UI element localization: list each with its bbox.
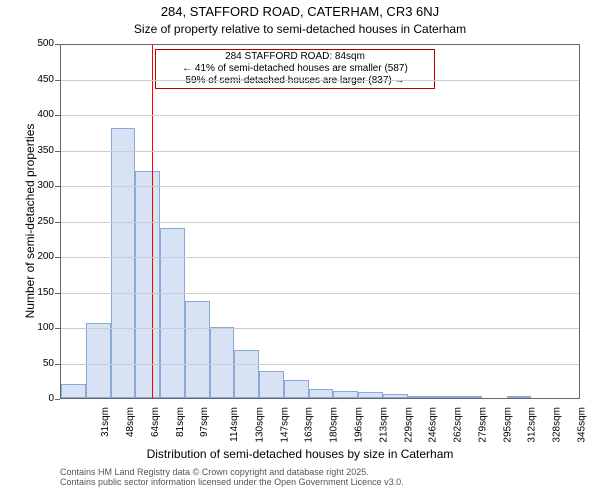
gridline bbox=[61, 186, 579, 187]
x-tick-label: 97sqm bbox=[199, 407, 210, 437]
gridline bbox=[61, 115, 579, 116]
x-tick-label: 345sqm bbox=[576, 407, 587, 443]
y-tick-mark bbox=[55, 257, 60, 258]
x-tick-label: 328sqm bbox=[552, 407, 563, 443]
chart-title-line2: Size of property relative to semi-detach… bbox=[0, 22, 600, 36]
histogram-bar bbox=[86, 323, 111, 398]
x-tick-label: 64sqm bbox=[150, 407, 161, 437]
y-tick-label: 200 bbox=[24, 251, 54, 262]
y-tick-mark bbox=[55, 44, 60, 45]
y-tick-label: 0 bbox=[24, 393, 54, 404]
gridline bbox=[61, 222, 579, 223]
histogram-bar bbox=[309, 389, 334, 398]
annotation-line: ← 41% of semi-detached houses are smalle… bbox=[159, 63, 432, 75]
x-tick-label: 312sqm bbox=[527, 407, 538, 443]
x-tick-label: 31sqm bbox=[100, 407, 111, 437]
chart-title-line1: 284, STAFFORD ROAD, CATERHAM, CR3 6NJ bbox=[0, 4, 600, 19]
x-tick-label: 279sqm bbox=[477, 407, 488, 443]
y-tick-mark bbox=[55, 222, 60, 223]
histogram-bar bbox=[408, 396, 433, 398]
y-tick-mark bbox=[55, 293, 60, 294]
histogram-bar bbox=[457, 396, 482, 398]
x-tick-label: 114sqm bbox=[229, 407, 240, 442]
histogram-bar bbox=[432, 396, 457, 398]
gridline bbox=[61, 293, 579, 294]
gridline bbox=[61, 364, 579, 365]
histogram-bar bbox=[259, 371, 284, 398]
x-tick-label: 295sqm bbox=[502, 407, 513, 443]
gridline bbox=[61, 151, 579, 152]
y-tick-mark bbox=[55, 186, 60, 187]
y-tick-label: 450 bbox=[24, 74, 54, 85]
annotation-box: 284 STAFFORD ROAD: 84sqm← 41% of semi-de… bbox=[155, 49, 436, 89]
y-tick-mark bbox=[55, 364, 60, 365]
x-tick-label: 213sqm bbox=[378, 407, 389, 443]
y-tick-label: 100 bbox=[24, 322, 54, 333]
footer-attribution: Contains HM Land Registry data © Crown c… bbox=[60, 467, 404, 487]
y-tick-label: 50 bbox=[24, 358, 54, 369]
histogram-bar bbox=[160, 228, 185, 398]
x-tick-label: 246sqm bbox=[428, 407, 439, 443]
x-tick-label: 48sqm bbox=[125, 407, 136, 437]
x-tick-label: 163sqm bbox=[304, 407, 315, 443]
x-tick-label: 180sqm bbox=[329, 407, 340, 443]
x-tick-label: 147sqm bbox=[279, 407, 290, 443]
histogram-bar bbox=[234, 350, 259, 398]
histogram-bar bbox=[383, 394, 408, 398]
y-tick-label: 350 bbox=[24, 145, 54, 156]
y-tick-label: 500 bbox=[24, 38, 54, 49]
histogram-bar bbox=[333, 391, 358, 398]
x-axis-label: Distribution of semi-detached houses by … bbox=[0, 447, 600, 461]
footer-line1: Contains HM Land Registry data © Crown c… bbox=[60, 467, 404, 477]
histogram-bar bbox=[210, 327, 235, 398]
y-tick-label: 150 bbox=[24, 287, 54, 298]
y-tick-mark bbox=[55, 80, 60, 81]
annotation-line: 59% of semi-detached houses are larger (… bbox=[159, 75, 432, 87]
y-tick-mark bbox=[55, 151, 60, 152]
y-tick-mark bbox=[55, 115, 60, 116]
y-tick-mark bbox=[55, 399, 60, 400]
x-tick-label: 130sqm bbox=[255, 407, 266, 443]
x-tick-label: 81sqm bbox=[175, 407, 186, 437]
x-tick-label: 262sqm bbox=[453, 407, 464, 443]
gridline bbox=[61, 80, 579, 81]
histogram-bar bbox=[61, 384, 86, 398]
x-tick-label: 196sqm bbox=[354, 407, 365, 443]
footer-line2: Contains public sector information licen… bbox=[60, 477, 404, 487]
gridline bbox=[61, 257, 579, 258]
histogram-bar bbox=[111, 128, 136, 398]
annotation-line: 284 STAFFORD ROAD: 84sqm bbox=[159, 51, 432, 63]
histogram-bar bbox=[507, 396, 532, 398]
y-tick-label: 300 bbox=[24, 180, 54, 191]
x-tick-label: 229sqm bbox=[403, 407, 414, 443]
histogram-bar bbox=[185, 301, 210, 398]
histogram-bar bbox=[284, 380, 309, 398]
y-tick-label: 400 bbox=[24, 109, 54, 120]
y-tick-mark bbox=[55, 328, 60, 329]
y-tick-label: 250 bbox=[24, 216, 54, 227]
histogram-bar bbox=[358, 392, 383, 398]
gridline bbox=[61, 328, 579, 329]
